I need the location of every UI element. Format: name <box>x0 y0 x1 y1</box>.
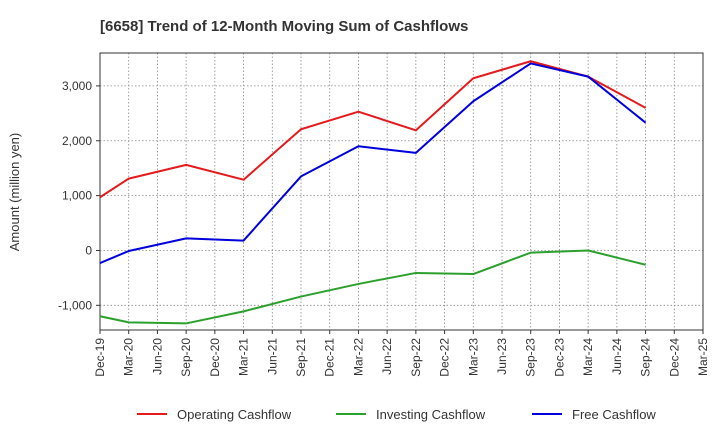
x-tick-label: Dec-23 <box>552 338 566 377</box>
y-tick-label: 3,000 <box>62 79 92 93</box>
x-tick-label: Jun-24 <box>610 338 624 375</box>
y-tick-label: -1,000 <box>58 298 92 312</box>
x-tick-label: Dec-20 <box>208 338 222 377</box>
legend-label-operating-cashflow: Operating Cashflow <box>177 407 292 422</box>
x-tick-label: Sep-23 <box>524 338 538 377</box>
investing-cashflow-line <box>99 249 646 325</box>
x-tick-label: Mar-23 <box>466 338 480 376</box>
y-axis-label: Amount (million yen) <box>7 133 22 252</box>
free-cashflow-line <box>99 62 647 265</box>
operating-cashflow-line <box>99 60 647 199</box>
plot-area <box>99 52 704 331</box>
x-tick-label: Mar-21 <box>237 338 251 376</box>
x-tick-label: Mar-22 <box>351 338 365 376</box>
x-tick-label: Sep-24 <box>639 338 653 377</box>
x-tick-label: Dec-22 <box>438 338 452 377</box>
x-tick-label: Jun-20 <box>150 338 164 375</box>
chart-title: [6658] Trend of 12-Month Moving Sum of C… <box>100 18 468 35</box>
grid <box>99 53 704 330</box>
legend-label-investing-cashflow: Investing Cashflow <box>376 407 486 422</box>
y-tick-label: 1,000 <box>62 189 92 203</box>
x-tick-label: Jun-23 <box>495 338 509 375</box>
x-tick-label: Mar-24 <box>581 338 595 376</box>
x-tick-label: Dec-19 <box>93 338 107 377</box>
x-tick-label: Dec-21 <box>323 338 337 377</box>
x-tick-label: Dec-24 <box>667 338 681 377</box>
x-tick-label: Jun-21 <box>265 338 279 375</box>
x-tick-label: Mar-20 <box>122 338 136 376</box>
x-tick-label: Jun-22 <box>380 338 394 375</box>
y-tick-label: 2,000 <box>62 134 92 148</box>
y-axis-ticks: -1,000 0 1,000 2,000 3,000 <box>58 79 100 312</box>
series-lines <box>99 60 647 325</box>
x-tick-label: Sep-20 <box>179 338 193 377</box>
x-axis-ticks: Dec-19 Mar-20 Jun-20 Sep-20 Dec-20 Mar-21 Jun-… <box>93 330 710 377</box>
x-tick-label: Sep-22 <box>409 338 423 377</box>
legend-label-free-cashflow: Free Cashflow <box>572 407 656 422</box>
legend: Operating Cashflow Investing Cashflow Free… <box>137 407 656 422</box>
x-tick-label: Sep-21 <box>294 338 308 377</box>
y-tick-label: 0 <box>85 243 92 257</box>
x-tick-label: Mar-25 <box>696 338 710 376</box>
